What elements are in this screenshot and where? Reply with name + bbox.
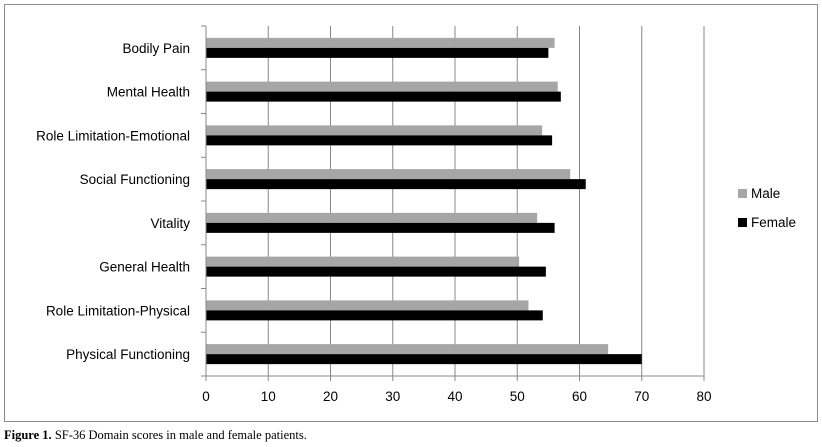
bar-male-role-limitation-emotional <box>206 125 543 136</box>
figure-caption: Figure 1. SF-36 Domain scores in male an… <box>4 428 307 443</box>
bar-female-general-health <box>206 266 546 277</box>
x-tick-label-20: 20 <box>323 389 338 404</box>
x-tick-label-30: 30 <box>385 389 400 404</box>
bar-female-role-limitation-physical <box>206 310 543 321</box>
bar-male-social-functioning <box>206 169 571 180</box>
category-label-vitality: Vitality <box>150 216 190 231</box>
bar-male-mental-health <box>206 81 558 92</box>
bar-male-vitality <box>206 212 538 223</box>
bar-female-social-functioning <box>206 179 586 190</box>
bar-male-general-health <box>206 256 520 267</box>
legend-swatch-male <box>738 189 747 198</box>
legend-swatch-female <box>738 218 747 227</box>
bar-female-role-limitation-emotional <box>206 135 553 146</box>
x-tick-label-80: 80 <box>696 389 711 404</box>
caption-label: Figure 1. <box>4 428 52 442</box>
x-tick-label-10: 10 <box>261 389 276 404</box>
category-label-mental-health: Mental Health <box>107 85 190 100</box>
caption-text: SF-36 Domain scores in male and female p… <box>51 428 307 442</box>
bar-female-vitality <box>206 222 555 233</box>
x-tick-label-0: 0 <box>202 389 210 404</box>
category-label-general-health: General Health <box>99 260 190 275</box>
category-label-role-limitation-physical: Role Limitation-Physical <box>46 303 190 318</box>
bar-female-bodily-pain <box>206 47 549 58</box>
category-label-role-limitation-emotional: Role Limitation-Emotional <box>36 128 190 143</box>
legend-label-female: Female <box>751 215 796 230</box>
x-tick-label-50: 50 <box>510 389 525 404</box>
category-label-bodily-pain: Bodily Pain <box>122 41 190 56</box>
category-label-social-functioning: Social Functioning <box>80 172 190 187</box>
x-tick-label-60: 60 <box>572 389 587 404</box>
bar-male-role-limitation-physical <box>206 300 529 311</box>
x-tick-label-40: 40 <box>447 389 462 404</box>
bar-male-physical-functioning <box>206 344 609 355</box>
x-tick-label-70: 70 <box>634 389 649 404</box>
legend-label-male: Male <box>751 186 780 201</box>
bar-female-physical-functioning <box>206 354 642 365</box>
bar-female-mental-health <box>206 91 561 102</box>
bar-male-bodily-pain <box>206 37 555 48</box>
category-label-physical-functioning: Physical Functioning <box>66 347 190 362</box>
